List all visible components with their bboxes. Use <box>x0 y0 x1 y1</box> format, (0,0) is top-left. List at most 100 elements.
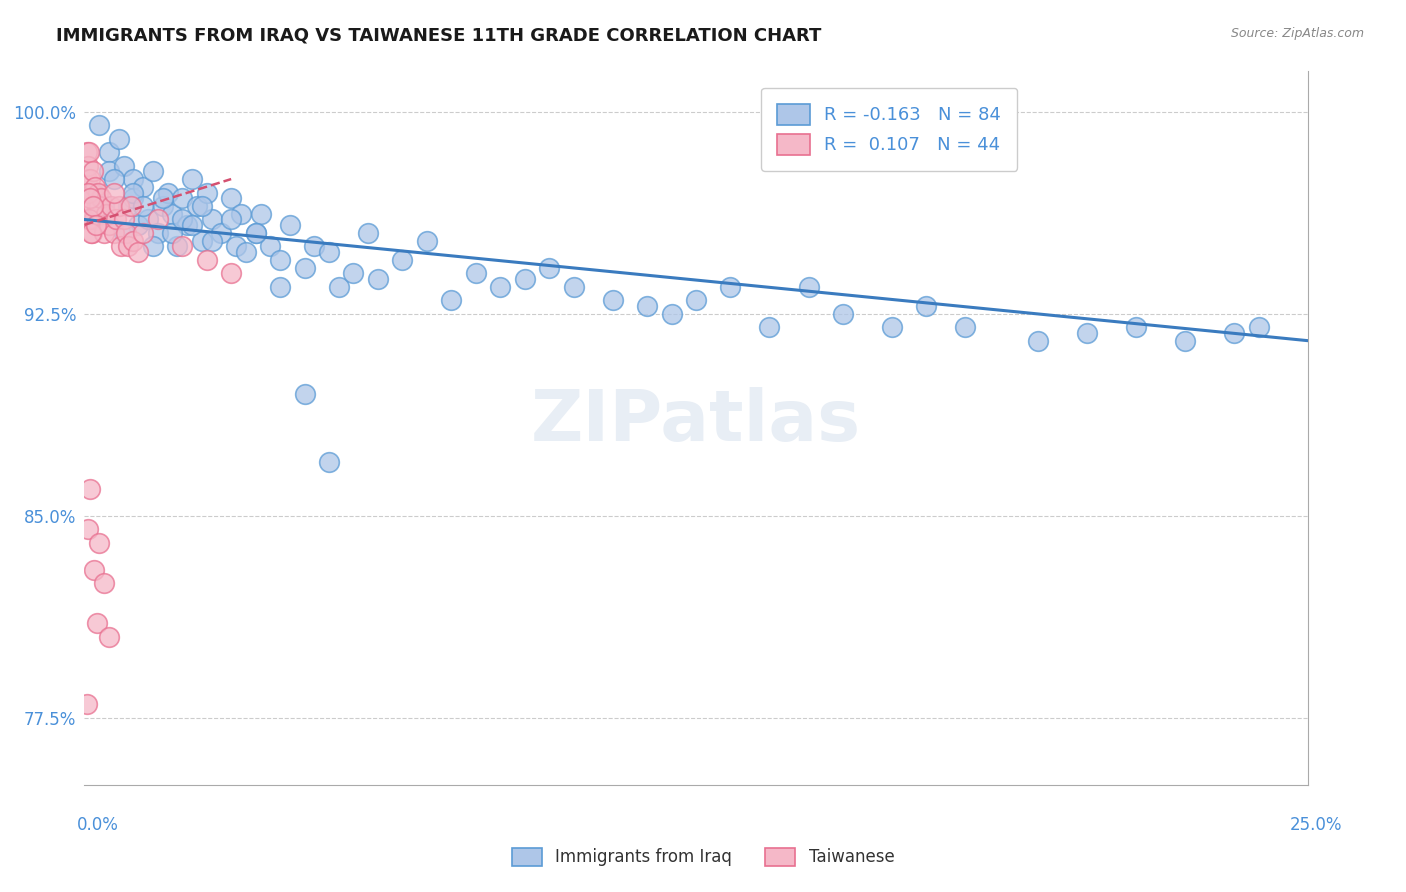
Point <box>122 172 145 186</box>
Point <box>172 239 194 253</box>
Point <box>122 234 145 248</box>
Point <box>195 186 218 200</box>
Point <box>562 280 585 294</box>
Point <box>245 226 267 240</box>
Point <box>77 522 100 536</box>
Point <box>80 186 103 200</box>
Point <box>86 616 108 631</box>
Point <box>229 207 252 221</box>
Point <box>87 118 110 132</box>
Point <box>685 293 707 308</box>
Point <box>915 299 938 313</box>
Point <box>152 199 174 213</box>
Point <box>112 226 135 240</box>
Point <box>1247 320 1270 334</box>
Point <box>132 226 155 240</box>
Point <box>269 252 291 267</box>
Point <box>172 212 194 227</box>
Point <box>90 191 112 205</box>
Legend: R = -0.163   N = 84, R =  0.107   N = 44: R = -0.163 N = 84, R = 0.107 N = 44 <box>761 87 1017 170</box>
Point <box>513 271 536 285</box>
Point <box>107 199 129 213</box>
Point <box>1028 334 1050 348</box>
Point <box>304 239 326 253</box>
Point <box>636 299 658 313</box>
Point <box>172 191 194 205</box>
Point <box>209 226 232 240</box>
Point <box>328 280 350 294</box>
Point <box>82 164 104 178</box>
Point <box>82 199 104 213</box>
Point <box>156 186 179 200</box>
Point <box>278 218 301 232</box>
Point <box>357 226 380 240</box>
Point <box>219 191 242 205</box>
Point <box>87 186 110 200</box>
Point <box>880 320 903 334</box>
Text: 0.0%: 0.0% <box>77 816 120 834</box>
Point <box>115 226 138 240</box>
Point <box>80 226 103 240</box>
Point <box>294 387 316 401</box>
Point <box>249 207 271 221</box>
Point <box>93 199 115 213</box>
Point <box>97 164 120 178</box>
Point <box>127 244 149 259</box>
Point <box>110 239 132 253</box>
Point <box>797 280 820 294</box>
Point <box>117 239 139 253</box>
Point <box>93 576 115 591</box>
Point <box>269 280 291 294</box>
Point <box>758 320 780 334</box>
Point <box>200 212 222 227</box>
Point <box>120 199 142 213</box>
Point <box>103 226 125 240</box>
Point <box>93 226 115 240</box>
Text: 25.0%: 25.0% <box>1291 816 1343 834</box>
Point <box>83 212 105 227</box>
Point <box>146 226 169 240</box>
Point <box>440 293 463 308</box>
Point <box>162 226 184 240</box>
Point <box>142 239 165 253</box>
Point <box>219 212 242 227</box>
Point <box>200 234 222 248</box>
Point <box>176 218 198 232</box>
Point <box>83 562 105 576</box>
Point <box>661 307 683 321</box>
Point <box>342 266 364 280</box>
Point <box>86 199 108 213</box>
Point <box>1125 320 1147 334</box>
Point <box>391 252 413 267</box>
Point <box>107 131 129 145</box>
Point <box>97 630 120 644</box>
Point <box>87 535 110 549</box>
Point <box>136 212 159 227</box>
Point <box>132 199 155 213</box>
Point <box>76 186 98 200</box>
Point <box>117 199 139 213</box>
Point <box>79 482 101 496</box>
Point <box>416 234 439 248</box>
Point <box>186 199 208 213</box>
Point <box>77 212 100 227</box>
Point <box>152 191 174 205</box>
Point <box>718 280 741 294</box>
Point <box>195 252 218 267</box>
Point <box>191 234 214 248</box>
Text: IMMIGRANTS FROM IRAQ VS TAIWANESE 11TH GRADE CORRELATION CHART: IMMIGRANTS FROM IRAQ VS TAIWANESE 11TH G… <box>56 27 821 45</box>
Point <box>235 244 257 259</box>
Point <box>79 172 101 186</box>
Point <box>259 239 281 253</box>
Point <box>602 293 624 308</box>
Point <box>367 271 389 285</box>
Point <box>318 244 340 259</box>
Point <box>162 207 184 221</box>
Point <box>84 180 107 194</box>
Legend: Immigrants from Iraq, Taiwanese: Immigrants from Iraq, Taiwanese <box>503 839 903 875</box>
Point <box>191 199 214 213</box>
Point <box>122 191 145 205</box>
Point <box>96 207 118 221</box>
Point <box>105 212 128 227</box>
Y-axis label: 11th Grade: 11th Grade <box>0 384 1 472</box>
